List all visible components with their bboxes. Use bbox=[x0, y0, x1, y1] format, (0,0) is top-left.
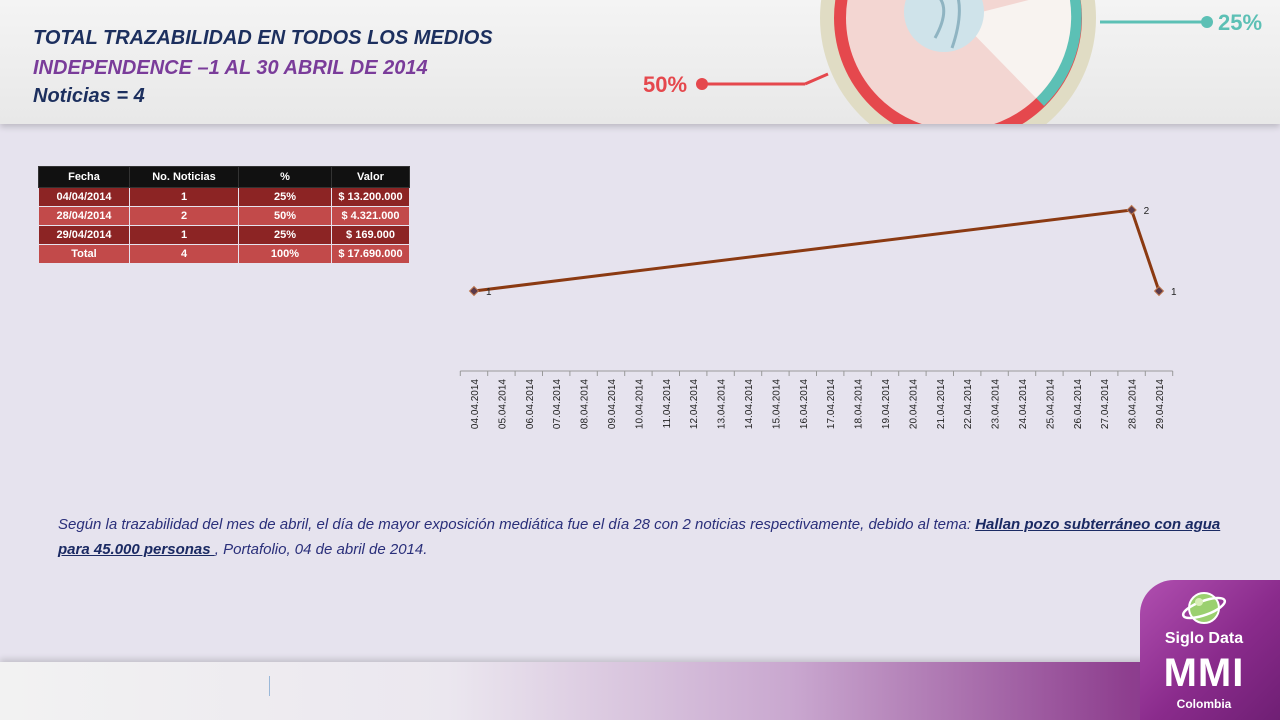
x-tick-label: 23.04.2014 bbox=[991, 379, 1002, 429]
donut-inner-light bbox=[958, 0, 1072, 98]
x-tick-label: 06.04.2014 bbox=[525, 379, 536, 429]
x-tick-label: 14.04.2014 bbox=[744, 379, 755, 429]
x-tick-label: 08.04.2014 bbox=[580, 379, 591, 429]
x-tick-label: 22.04.2014 bbox=[963, 379, 974, 429]
data-label: 2 bbox=[1144, 206, 1150, 217]
x-tick-label: 11.04.2014 bbox=[662, 379, 673, 429]
cell-percent: 50% bbox=[238, 206, 332, 226]
x-tick-label: 29.04.2014 bbox=[1155, 379, 1166, 429]
x-tick-label: 05.04.2014 bbox=[497, 379, 508, 429]
col-header-valor: Valor bbox=[331, 166, 410, 188]
footer-separator bbox=[269, 676, 270, 696]
x-tick-label: 13.04.2014 bbox=[717, 379, 728, 429]
data-label: 1 bbox=[1171, 287, 1177, 298]
cell-total-valor: $ 17.690.000 bbox=[331, 244, 410, 264]
cell-total-noticias: 4 bbox=[129, 244, 239, 264]
cell-fecha: 28/04/2014 bbox=[38, 206, 130, 226]
news-link[interactable]: Hallan pozo subterráneo con agua para 45… bbox=[58, 516, 1221, 558]
x-tick-label: 10.04.2014 bbox=[634, 379, 645, 429]
x-tick-label: 24.04.2014 bbox=[1018, 379, 1029, 429]
deco-label-50: 50% bbox=[643, 72, 687, 97]
data-label: 1 bbox=[486, 287, 492, 298]
x-tick-label: 16.04.2014 bbox=[799, 379, 810, 429]
siglo-data-globe-icon bbox=[1181, 592, 1227, 624]
news-count: Noticias = 4 bbox=[33, 85, 145, 107]
brand-panel: Siglo Data MMI Colombia bbox=[1140, 580, 1280, 720]
data-point bbox=[468, 285, 480, 297]
x-tick-label: 09.04.2014 bbox=[607, 379, 618, 429]
col-header-percent: % bbox=[238, 166, 332, 188]
table-total-row: Total 4 100% $ 17.690.000 bbox=[38, 244, 410, 264]
x-tick-label: 21.04.2014 bbox=[936, 379, 947, 429]
x-tick-label: 27.04.2014 bbox=[1100, 379, 1111, 429]
data-point bbox=[1153, 285, 1165, 297]
cell-percent: 25% bbox=[238, 187, 332, 207]
x-tick-label: 20.04.2014 bbox=[908, 379, 919, 429]
x-tick-label: 07.04.2014 bbox=[552, 379, 563, 429]
table-row: 28/04/2014 2 50% $ 4.321.000 bbox=[38, 206, 410, 226]
series-line bbox=[473, 208, 1161, 293]
x-tick-label: 25.04.2014 bbox=[1045, 379, 1056, 429]
globe-icon bbox=[904, 0, 984, 52]
decorative-globe-donut: 50% 25% bbox=[643, 0, 1262, 124]
deco-label-25: 25% bbox=[1218, 10, 1262, 35]
table-row: 04/04/2014 1 25% $ 13.200.000 bbox=[38, 187, 410, 207]
brand-name: Siglo Data bbox=[1164, 630, 1244, 647]
page-subtitle: INDEPENDENCE –1 AL 30 ABRIL DE 2014 bbox=[33, 57, 428, 79]
footer-bar bbox=[0, 662, 1280, 720]
analysis-source: , Portafolio, 04 de abril de 2014. bbox=[214, 541, 428, 558]
x-tick-label: 17.04.2014 bbox=[826, 379, 837, 429]
x-tick-label: 19.04.2014 bbox=[881, 379, 892, 429]
news-summary-table: Fecha No. Noticias % Valor 04/04/2014 1 … bbox=[38, 166, 410, 264]
cell-fecha: 29/04/2014 bbox=[38, 225, 130, 245]
cell-valor: $ 13.200.000 bbox=[331, 187, 410, 207]
table-header-row: Fecha No. Noticias % Valor bbox=[38, 166, 410, 188]
x-tick-label: 12.04.2014 bbox=[689, 379, 700, 429]
x-tick-label: 04.04.2014 bbox=[470, 379, 481, 429]
data-point bbox=[1126, 204, 1137, 216]
cell-valor: $ 4.321.000 bbox=[331, 206, 410, 226]
cell-fecha: 04/04/2014 bbox=[38, 187, 130, 207]
page-title: TOTAL TRAZABILIDAD EN TODOS LOS MEDIOS bbox=[33, 27, 493, 49]
brand-country: Colombia bbox=[1176, 697, 1232, 711]
cell-total-percent: 100% bbox=[238, 244, 332, 264]
brand-mmi-logo: MMI bbox=[1163, 651, 1245, 695]
analysis-intro: Según la trazabilidad del mes de abril, … bbox=[58, 516, 976, 533]
x-tick-label: 26.04.2014 bbox=[1073, 379, 1084, 429]
x-tick-label: 15.04.2014 bbox=[771, 379, 782, 429]
x-tick-label: 18.04.2014 bbox=[854, 379, 865, 429]
x-tick-label: 28.04.2014 bbox=[1128, 379, 1139, 429]
col-header-noticias: No. Noticias bbox=[129, 166, 239, 188]
cell-percent: 25% bbox=[238, 225, 332, 245]
analysis-paragraph: Según la trazabilidad del mes de abril, … bbox=[58, 512, 1244, 562]
